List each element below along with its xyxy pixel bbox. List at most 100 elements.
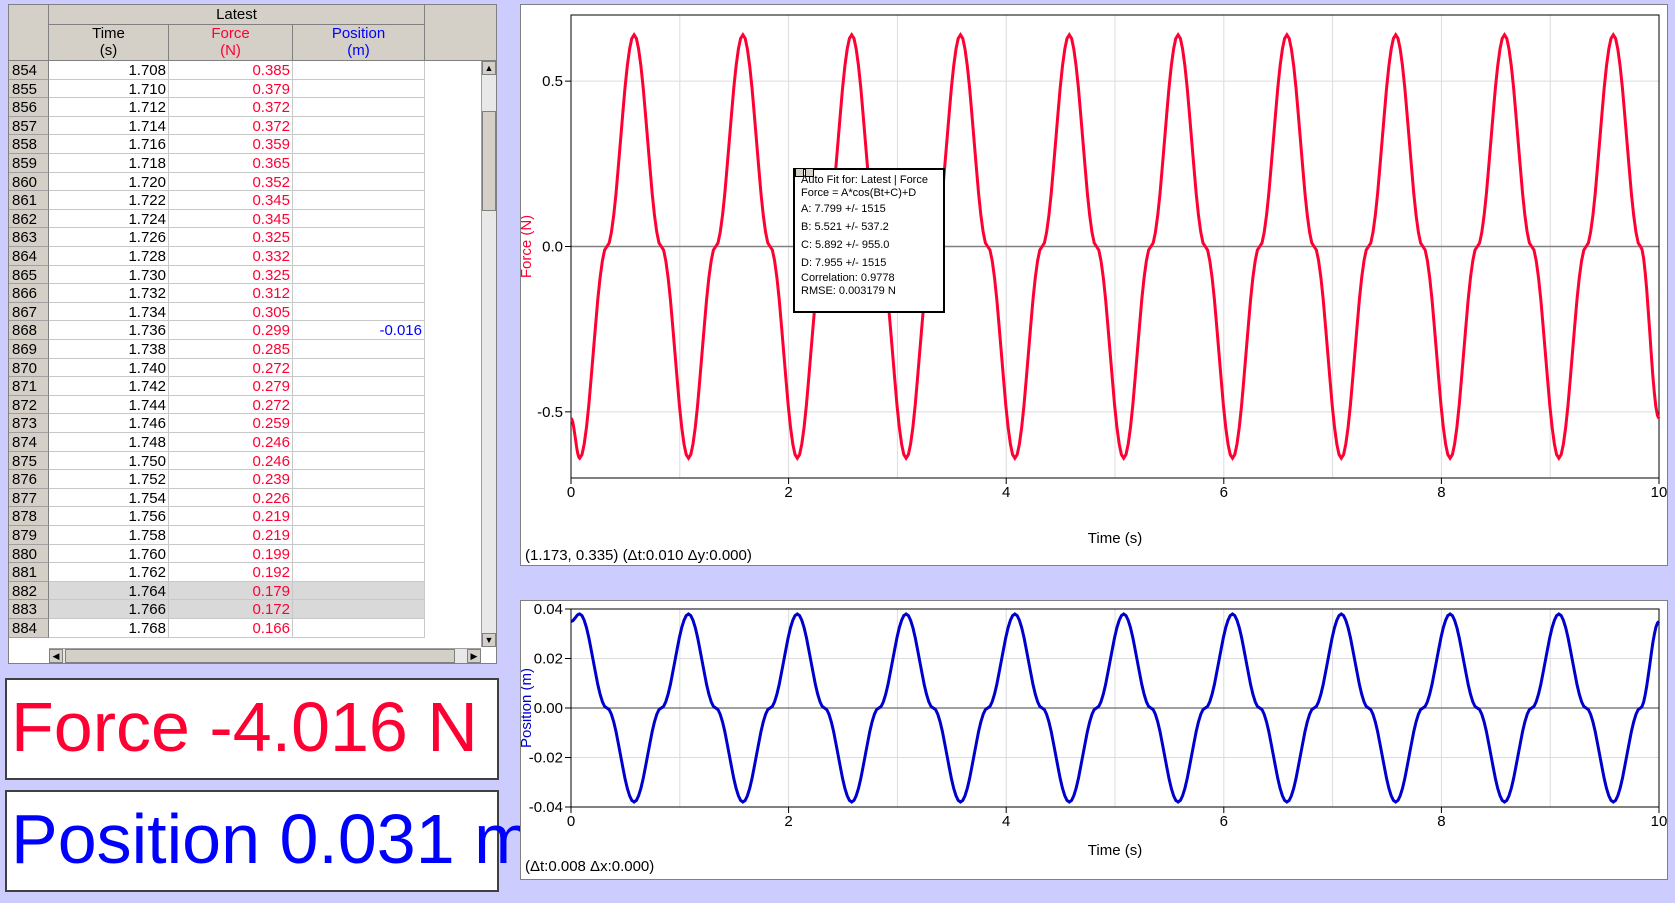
table-cell-p[interactable] (293, 135, 425, 154)
table-cell-t[interactable]: 1.756 (49, 507, 169, 526)
force-meter[interactable]: Force -4.016 N (5, 678, 499, 780)
table-cell-p[interactable] (293, 98, 425, 117)
table-cell-f[interactable]: 0.359 (169, 135, 293, 154)
table-cell-f[interactable]: 0.305 (169, 302, 293, 322)
table-cell-t[interactable]: 1.714 (49, 116, 169, 136)
table-cell-f[interactable]: 0.226 (169, 488, 293, 508)
row-number[interactable]: 876 (9, 470, 49, 489)
row-number[interactable]: 867 (9, 302, 49, 322)
table-cell-p[interactable] (293, 563, 425, 582)
table-cell-f[interactable]: 0.259 (169, 414, 293, 433)
table-cell-t[interactable]: 1.738 (49, 340, 169, 359)
table-cell-t[interactable]: 1.732 (49, 284, 169, 303)
table-cell-t[interactable]: 1.728 (49, 247, 169, 266)
row-number[interactable]: 854 (9, 61, 49, 80)
table-cell-f[interactable]: 0.219 (169, 526, 293, 545)
table-cell-t[interactable]: 1.720 (49, 172, 169, 192)
table-cell-t[interactable]: 1.724 (49, 209, 169, 229)
table-cell-p[interactable] (293, 414, 425, 433)
table-cell-f[interactable]: 0.219 (169, 507, 293, 526)
table-cell-p[interactable] (293, 488, 425, 508)
table-cell-t[interactable]: 1.718 (49, 154, 169, 173)
table-cell-p[interactable] (293, 191, 425, 210)
row-number[interactable]: 883 (9, 600, 49, 619)
table-cell-p[interactable] (293, 507, 425, 526)
options-icon[interactable] (805, 168, 814, 177)
table-cell-p[interactable] (293, 544, 425, 564)
table-cell-t[interactable]: 1.746 (49, 414, 169, 433)
table-cell-p[interactable] (293, 172, 425, 192)
table-cell-p[interactable] (293, 79, 425, 99)
table-cell-p[interactable] (293, 209, 425, 229)
row-number[interactable]: 859 (9, 154, 49, 173)
table-cell-f[interactable]: 0.372 (169, 98, 293, 117)
table-cell-t[interactable]: 1.708 (49, 61, 169, 80)
table-cell-t[interactable]: 1.736 (49, 321, 169, 340)
table-cell-f[interactable]: 0.332 (169, 247, 293, 266)
row-number[interactable]: 863 (9, 228, 49, 247)
auto-fit-box[interactable]: Auto Fit for: Latest | Force Force = A*c… (793, 168, 945, 313)
table-cell-f[interactable]: 0.345 (169, 209, 293, 229)
table-cell-p[interactable] (293, 302, 425, 322)
table-cell-t[interactable]: 1.762 (49, 563, 169, 582)
table-cell-p[interactable] (293, 619, 425, 638)
table-cell-t[interactable]: 1.734 (49, 302, 169, 322)
table-cell-f[interactable]: 0.379 (169, 79, 293, 99)
vertical-scrollbar[interactable]: ▲ ▼ (481, 61, 496, 647)
table-cell-f[interactable]: 0.172 (169, 600, 293, 619)
table-cell-f[interactable]: 0.239 (169, 470, 293, 489)
scroll-up-icon[interactable]: ▲ (482, 61, 496, 75)
table-cell-t[interactable]: 1.748 (49, 433, 169, 452)
table-cell-t[interactable]: 1.726 (49, 228, 169, 247)
table-cell-f[interactable]: 0.246 (169, 451, 293, 471)
table-cell-t[interactable]: 1.712 (49, 98, 169, 117)
table-cell-f[interactable]: 0.272 (169, 358, 293, 378)
row-number[interactable]: 868 (9, 321, 49, 340)
table-cell-t[interactable]: 1.742 (49, 377, 169, 396)
table-cell-p[interactable] (293, 116, 425, 136)
row-number[interactable]: 860 (9, 172, 49, 192)
scroll-thumb[interactable] (65, 649, 455, 663)
table-cell-p[interactable] (293, 247, 425, 266)
row-number[interactable]: 870 (9, 358, 49, 378)
row-number[interactable]: 877 (9, 488, 49, 508)
table-cell-f[interactable]: 0.279 (169, 377, 293, 396)
row-number[interactable]: 882 (9, 581, 49, 601)
row-number[interactable]: 869 (9, 340, 49, 359)
table-cell-p[interactable] (293, 600, 425, 619)
table-cell-t[interactable]: 1.752 (49, 470, 169, 489)
row-number[interactable]: 858 (9, 135, 49, 154)
table-cell-t[interactable]: 1.754 (49, 488, 169, 508)
scroll-right-icon[interactable]: ▶ (467, 649, 481, 663)
row-number[interactable]: 881 (9, 563, 49, 582)
table-cell-t[interactable]: 1.740 (49, 358, 169, 378)
position-graph[interactable]: 0 2 4 6 8 10 0.04 0.02 0.00 -0.02 -0.04 Time (s) Pos… (520, 600, 1668, 880)
row-number[interactable]: 875 (9, 451, 49, 471)
scroll-down-icon[interactable]: ▼ (482, 633, 496, 647)
table-cell-f[interactable]: 0.179 (169, 581, 293, 601)
table-cell-p[interactable] (293, 395, 425, 415)
row-number[interactable]: 862 (9, 209, 49, 229)
table-cell-p[interactable] (293, 284, 425, 303)
table-cell-f[interactable]: 0.345 (169, 191, 293, 210)
table-cell-p[interactable] (293, 154, 425, 173)
table-cell-f[interactable]: 0.299 (169, 321, 293, 340)
column-header-force[interactable]: Force (N) (169, 25, 293, 61)
table-cell-p[interactable] (293, 451, 425, 471)
table-cell-t[interactable]: 1.744 (49, 395, 169, 415)
row-number[interactable]: 866 (9, 284, 49, 303)
row-number[interactable]: 857 (9, 116, 49, 136)
position-meter[interactable]: Position 0.031 m (5, 790, 532, 892)
scroll-thumb[interactable] (482, 111, 496, 211)
table-cell-t[interactable]: 1.750 (49, 451, 169, 471)
force-plot[interactable]: 0 2 4 6 8 10 0.5 0.0 -0.5 Time (s) Force (N) (521, 5, 1669, 567)
table-cell-f[interactable]: 0.385 (169, 61, 293, 80)
scroll-left-icon[interactable]: ◀ (49, 649, 63, 663)
table-cell-t[interactable]: 1.716 (49, 135, 169, 154)
row-number[interactable]: 855 (9, 79, 49, 99)
table-cell-p[interactable] (293, 526, 425, 545)
row-number[interactable]: 884 (9, 619, 49, 638)
table-cell-p[interactable] (293, 581, 425, 601)
table-cell-f[interactable]: 0.352 (169, 172, 293, 192)
table-cell-f[interactable]: 0.199 (169, 544, 293, 564)
